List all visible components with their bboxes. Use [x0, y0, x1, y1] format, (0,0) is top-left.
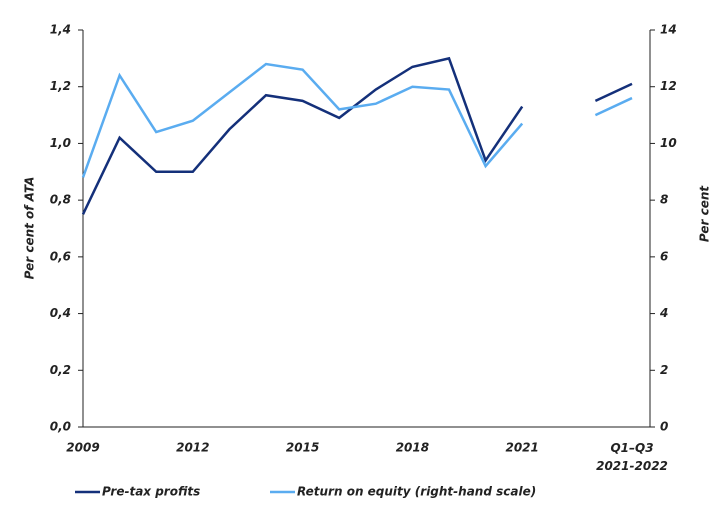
y-tick-label: 1,0: [50, 136, 71, 150]
y-axis-title: Per cent of ATA: [23, 177, 37, 280]
y2-tick-label: 2: [660, 363, 668, 377]
series-line: [81, 62, 633, 178]
y-tick-label: 0,0: [50, 420, 71, 434]
x-tick-label: 2012: [176, 441, 209, 455]
y2-tick-label: 4: [659, 306, 668, 320]
legend-label: Return on equity (right-hand scale): [297, 485, 536, 499]
y2-tick-label: 10: [660, 136, 677, 150]
y2-tick-label: 8: [660, 193, 668, 207]
y2-tick-label: 14: [660, 23, 677, 37]
x-tick-label: 2015: [286, 441, 319, 455]
y-tick-label: 1,4: [50, 23, 71, 37]
x-tick-label: 2009: [66, 441, 99, 455]
legend-label: Pre-tax profits: [102, 485, 200, 499]
x-tick-label: 2018: [396, 441, 429, 455]
y-tick-label: 0,8: [50, 193, 71, 207]
y-tick-label: 0,4: [50, 306, 71, 320]
x-tick-label: Q1–Q3 2021-2022: [596, 441, 668, 473]
y-tick-label: 0,2: [50, 363, 71, 377]
y-tick-label: 0,6: [50, 249, 71, 263]
y2-tick-label: 0: [660, 420, 668, 434]
y2-tick-label: 12: [660, 79, 677, 93]
x-tick-label: 2021: [505, 441, 538, 455]
series-line: [81, 56, 633, 215]
y2-tick-label: 6: [660, 249, 668, 263]
y2-axis-title: Per cent: [698, 185, 712, 243]
y-tick-label: 1,2: [50, 79, 71, 93]
